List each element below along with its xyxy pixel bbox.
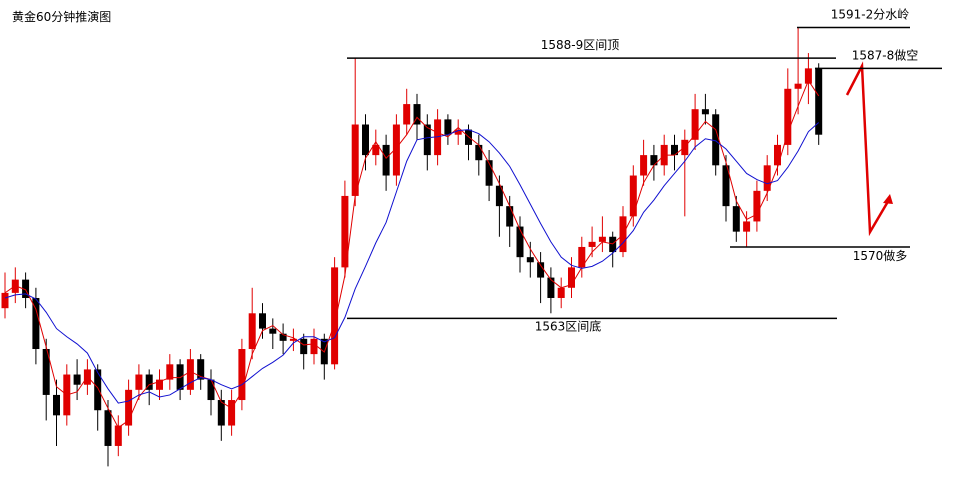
candle-body — [495, 185, 503, 207]
candle-body — [403, 104, 411, 125]
level-label: 1591-2分水岭 — [831, 8, 910, 22]
candle-body — [392, 124, 400, 176]
candle-body — [300, 338, 308, 355]
candle-body — [341, 195, 349, 268]
candle-body — [104, 410, 112, 446]
candle-body — [228, 400, 236, 426]
candle-body — [310, 338, 318, 355]
candle-body — [774, 144, 781, 166]
candle-body — [217, 400, 225, 426]
level-label: 1570做多 — [853, 248, 908, 263]
candle-body — [413, 104, 421, 125]
candle-body — [248, 313, 256, 350]
candle-body — [382, 144, 390, 176]
candle-body — [331, 267, 339, 365]
candle-body — [186, 359, 194, 390]
candle-body — [794, 83, 802, 89]
candle-body — [804, 68, 812, 84]
candle-body — [732, 206, 740, 232]
candle-body — [197, 359, 205, 380]
candle-body — [753, 190, 761, 222]
candle-body — [135, 374, 143, 390]
moving-average — [4, 79, 820, 429]
candle-body — [598, 236, 606, 242]
candle-body — [712, 114, 720, 166]
candle-body — [578, 246, 586, 268]
moving-average — [4, 122, 820, 404]
level-label: 1563区间底 — [535, 318, 602, 333]
candle-body — [114, 425, 122, 446]
candle-body — [784, 88, 792, 145]
candle-body — [145, 374, 153, 390]
candle-body — [166, 364, 174, 380]
candle-body — [372, 144, 380, 156]
candle-body — [259, 313, 266, 329]
candle-body — [763, 165, 771, 191]
arrow-head — [883, 194, 893, 204]
candle-body — [722, 165, 730, 207]
candle-body — [32, 297, 40, 350]
candle-body — [42, 349, 50, 395]
candle-body — [568, 267, 575, 288]
candle-body — [537, 262, 545, 278]
candle-body — [671, 144, 678, 156]
candle-body — [650, 155, 658, 166]
candle-body — [547, 277, 555, 298]
candle-body — [362, 124, 369, 156]
candle-body — [125, 389, 133, 426]
candle-body — [94, 369, 102, 411]
candle-body — [701, 109, 709, 115]
candle-body — [53, 394, 60, 416]
candle-body — [423, 124, 431, 156]
forecast-arrow — [845, 61, 892, 237]
candle-body — [485, 160, 493, 186]
candle-body — [454, 129, 462, 135]
level-label: 1587-8做空 — [852, 47, 919, 62]
candle-body — [279, 333, 287, 341]
candle-body — [22, 279, 30, 298]
chart-title: 黄金60分钟推演图 — [12, 9, 111, 24]
candle-body — [516, 226, 524, 258]
candle-body — [351, 124, 359, 196]
candle-body — [444, 119, 452, 135]
candle-body — [73, 374, 81, 385]
candle-body — [475, 144, 483, 161]
candle-body — [434, 119, 442, 156]
candle-body — [691, 109, 699, 140]
candle-body — [207, 379, 215, 401]
candle-body — [269, 328, 277, 334]
candle-body — [629, 175, 637, 217]
candle-body — [506, 206, 514, 227]
candle-body — [526, 257, 534, 263]
candle-body — [289, 338, 297, 341]
candle-body — [238, 349, 246, 401]
candle-body — [156, 379, 163, 390]
candle-body — [1, 292, 9, 309]
candle-body — [640, 155, 648, 176]
level-label: 1588-9区间顶 — [541, 38, 620, 52]
candle-body — [609, 236, 617, 253]
candle-body — [743, 221, 751, 232]
candle-body — [588, 241, 596, 247]
candle-body — [557, 287, 565, 298]
candle-body — [815, 68, 823, 135]
